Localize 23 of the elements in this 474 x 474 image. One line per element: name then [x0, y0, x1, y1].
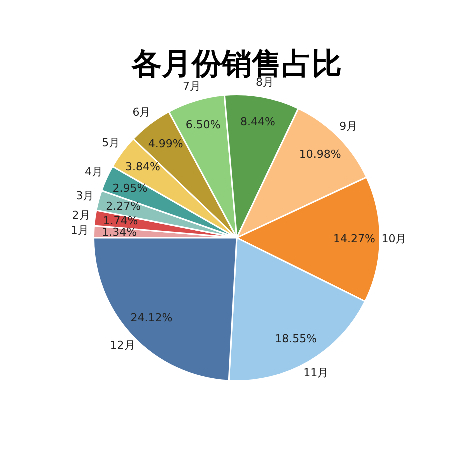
slice-label: 11月 [304, 366, 329, 380]
data-label: 2.27% [106, 200, 142, 214]
data-label: 14.27% [333, 232, 376, 246]
data-label: 18.55% [275, 332, 318, 346]
slice-label: 7月 [183, 80, 202, 94]
slice-label: 5月 [102, 136, 120, 150]
data-label: 3.84% [125, 160, 160, 174]
slice-label: 6月 [132, 106, 151, 119]
data-label: 1.74% [103, 214, 138, 228]
slice-label: 1月 [70, 224, 89, 238]
slice-label: 2月 [72, 209, 90, 222]
slice-label: 12月 [110, 338, 136, 352]
slice-label: 3月 [76, 190, 94, 203]
data-label: 4.99% [148, 137, 184, 150]
data-label: 24.12% [130, 312, 173, 325]
data-label: 2.95% [112, 182, 148, 196]
data-label: 1.34% [102, 226, 138, 239]
data-label: 6.50% [186, 118, 221, 132]
slice-label: 4月 [84, 165, 103, 178]
slice-label: 10月 [382, 232, 407, 246]
data-label: 8.44% [240, 115, 276, 128]
slice-label: 9月 [340, 120, 358, 134]
data-label: 10.98% [299, 148, 342, 162]
